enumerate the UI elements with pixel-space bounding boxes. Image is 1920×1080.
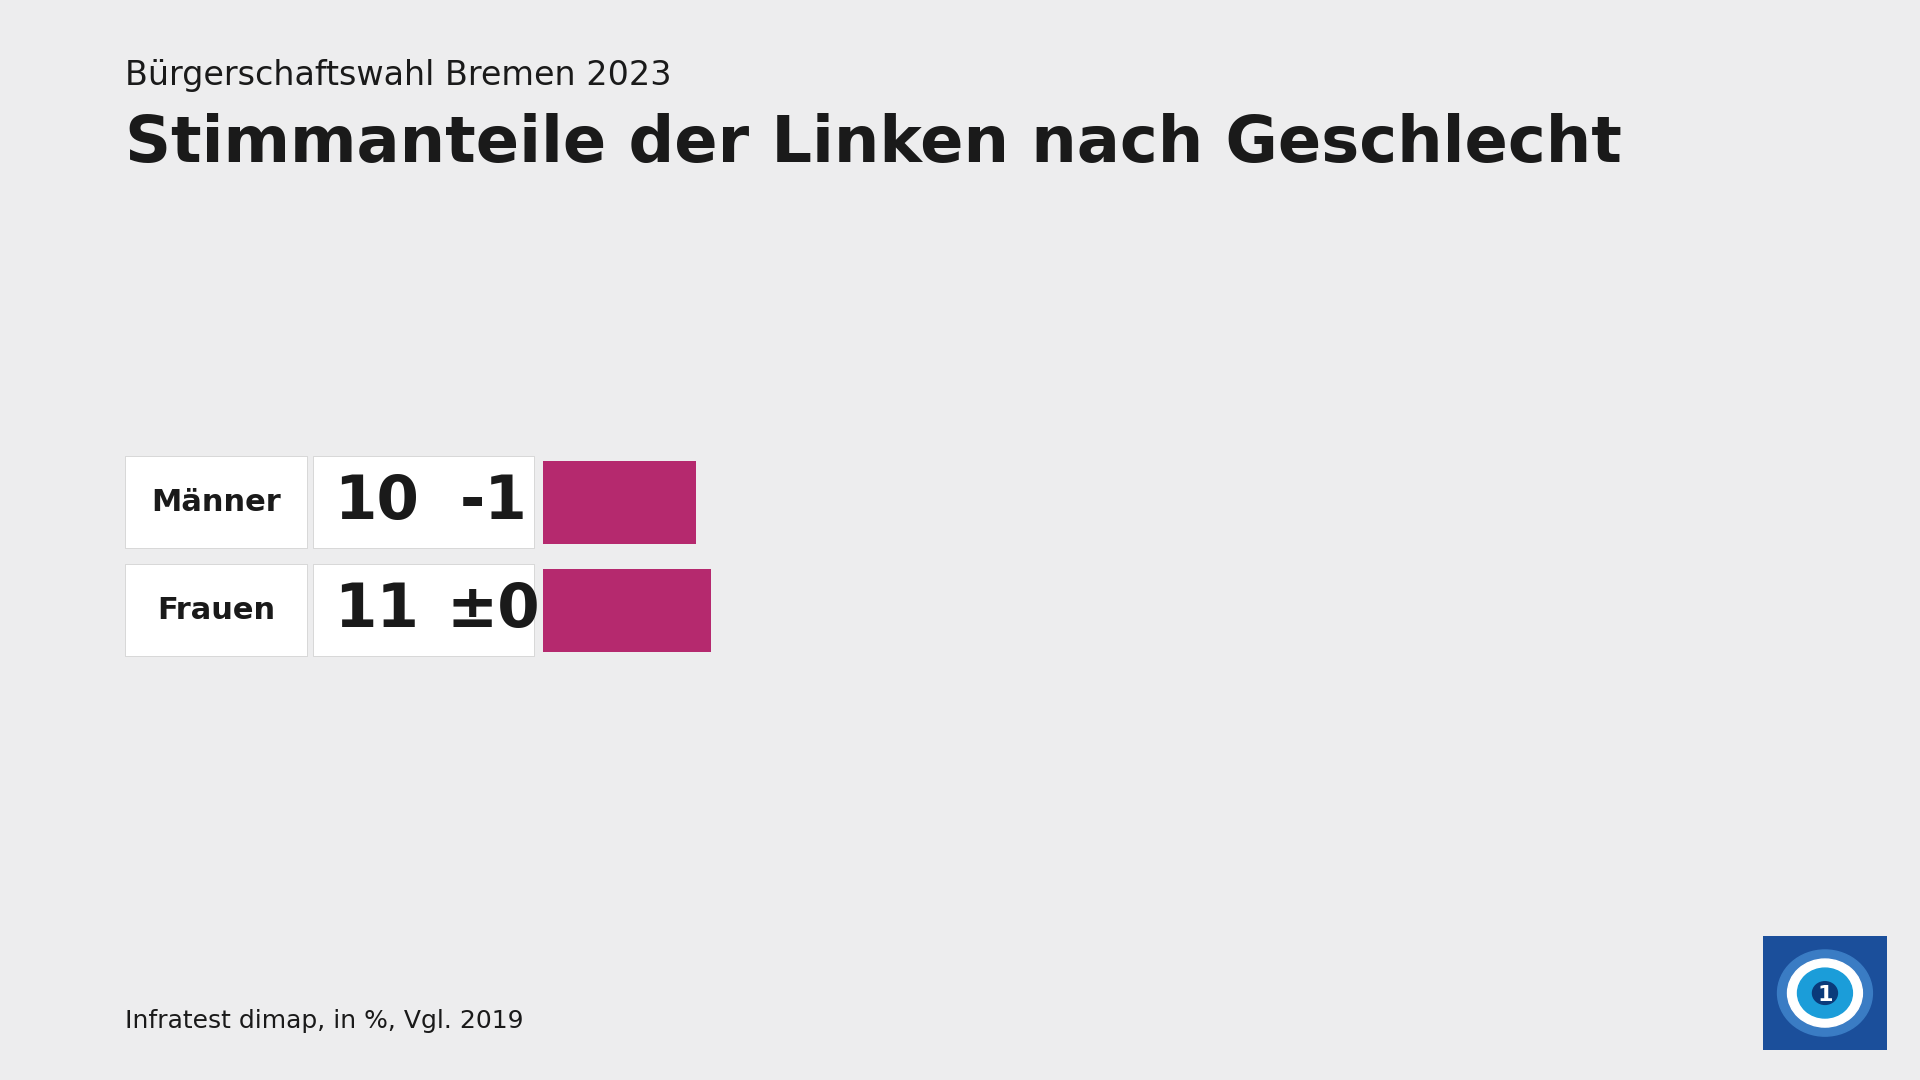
Text: Männer: Männer (152, 488, 280, 516)
Text: 10: 10 (334, 473, 419, 531)
Circle shape (1812, 982, 1837, 1004)
Text: 11: 11 (334, 581, 419, 639)
Circle shape (1788, 959, 1862, 1027)
Text: Frauen: Frauen (157, 596, 275, 624)
FancyBboxPatch shape (1755, 930, 1895, 1056)
Text: Infratest dimap, in %, Vgl. 2019: Infratest dimap, in %, Vgl. 2019 (125, 1009, 524, 1032)
Text: 1: 1 (1816, 985, 1834, 1005)
Text: Stimmanteile der Linken nach Geschlecht: Stimmanteile der Linken nach Geschlecht (125, 113, 1622, 175)
Text: -1: -1 (459, 473, 528, 531)
Text: ±0: ±0 (447, 581, 540, 639)
Circle shape (1797, 968, 1853, 1018)
Text: Bürgerschaftswahl Bremen 2023: Bürgerschaftswahl Bremen 2023 (125, 59, 672, 93)
Circle shape (1778, 950, 1872, 1036)
